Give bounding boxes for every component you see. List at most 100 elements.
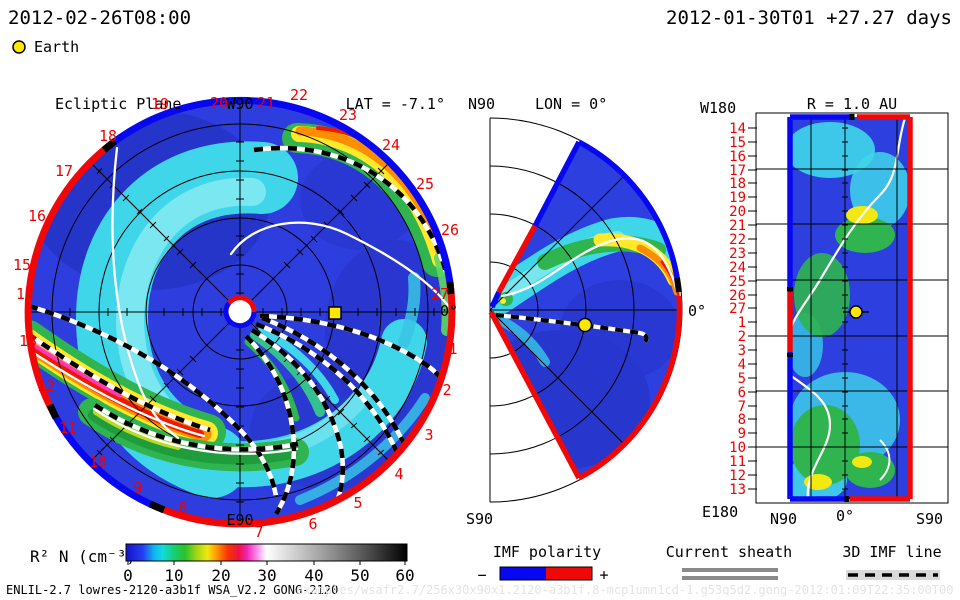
row-label-4: 4 — [738, 357, 746, 373]
meridional-current-sheet — [500, 237, 679, 298]
imf-negative-swatch — [500, 567, 546, 580]
ecliptic-zero-lon-label: 0° — [440, 302, 458, 320]
row-label-25: 25 — [729, 274, 746, 290]
ring-label-23: 23 — [339, 106, 357, 124]
colorbar-gradient — [125, 543, 408, 562]
ring-label-27: 27 — [431, 285, 449, 303]
colorbar-label: R² N (cm⁻³) — [30, 547, 136, 566]
sphere-zero-label: 0° — [836, 507, 854, 525]
row-label-3: 3 — [738, 343, 746, 359]
earth-marker-sphere — [849, 305, 863, 319]
cbar-tick-40: 40 — [304, 566, 323, 585]
run-info-label: ENLIL-2.7 lowres-2120-a3b1f WSA_V2.2 GON… — [6, 583, 338, 597]
footer: ENLIL-2.7 lowres-2120-a3b1f WSA_V2.2 GON… — [6, 583, 960, 597]
earth-marker-meridional — [577, 317, 593, 333]
row-label-24: 24 — [729, 260, 746, 276]
colorbar-ticks — [127, 561, 406, 565]
earth-marker-ecliptic — [328, 306, 342, 320]
row-label-11: 11 — [729, 454, 746, 470]
sun-marker — [223, 295, 257, 329]
row-label-1: 1 — [738, 315, 746, 331]
imf-minus-label: − — [477, 566, 486, 584]
ring-label-19: 19 — [151, 95, 169, 113]
cbar-tick-0: 0 — [123, 566, 133, 585]
start-time-label: 2012-01-30T01 +27.27 days — [666, 7, 952, 29]
ecliptic-panel: Ecliptic Plane W90 LAT = -7.1° E90 0° 27… — [13, 86, 459, 541]
ring-label-18: 18 — [99, 127, 117, 145]
meridional-grid — [489, 117, 683, 503]
row-label-20: 20 — [729, 204, 746, 220]
ring-label-14: 14 — [16, 285, 34, 303]
row-label-22: 22 — [729, 232, 746, 248]
ecliptic-title: Ecliptic Plane — [55, 95, 181, 113]
ring-label-12: 12 — [37, 377, 55, 395]
cbar-tick-10: 10 — [164, 566, 183, 585]
sphere-grid — [748, 112, 949, 504]
sphere-title: R = 1.0 AU — [807, 95, 897, 113]
ecliptic-e90-label: E90 — [226, 511, 253, 529]
earth-legend-icon — [12, 40, 26, 54]
sphere-row-labels: 14 15 16 17 18 19 20 21 22 23 24 25 26 2… — [729, 121, 746, 498]
legend-3d-imf-line: 3D IMF line — [842, 543, 942, 580]
ring-label-5: 5 — [353, 494, 362, 512]
meridional-n90-label: N90 — [468, 95, 495, 113]
row-label-13: 13 — [729, 482, 746, 498]
header: 2012-02-26T08:00 2012-01-30T01 +27.27 da… — [8, 7, 952, 56]
row-label-17: 17 — [729, 163, 746, 179]
ecliptic-w90-label: W90 — [226, 95, 253, 113]
ring-label-20: 20 — [210, 94, 228, 112]
row-label-10: 10 — [729, 440, 746, 456]
ring-label-25: 25 — [416, 175, 434, 193]
cbar-tick-50: 50 — [350, 566, 369, 585]
imf-swatch-border — [499, 566, 593, 581]
meridional-boundary-polarity — [488, 139, 683, 481]
ecliptic-ring-labels: 27 26 25 24 23 22 21 20 19 18 17 16 15 1… — [13, 86, 459, 541]
row-label-2: 2 — [738, 329, 746, 345]
row-label-14: 14 — [729, 121, 746, 137]
current-sheath-label: Current sheath — [666, 543, 792, 561]
current-sheet-lines — [31, 146, 449, 455]
row-label-27: 27 — [729, 301, 746, 317]
row-label-16: 16 — [729, 149, 746, 165]
ring-label-16: 16 — [28, 207, 46, 225]
current-sheath-swatch-top — [682, 568, 778, 572]
ring-label-21: 21 — [257, 94, 275, 112]
sphere-w180-label: W180 — [700, 99, 736, 117]
ring-label-8: 8 — [178, 499, 187, 517]
row-label-26: 26 — [729, 288, 746, 304]
ring-label-9: 9 — [133, 479, 142, 497]
row-label-15: 15 — [729, 135, 746, 151]
imf-positive-swatch — [546, 567, 592, 580]
row-label-12: 12 — [729, 468, 746, 484]
row-label-9: 9 — [738, 426, 746, 442]
ecliptic-lat-label: LAT = -7.1° — [346, 95, 445, 113]
cbar-tick-30: 30 — [257, 566, 276, 585]
colorbar: R² N (cm⁻³) 0 10 20 30 40 50 60 — [30, 543, 415, 585]
row-label-18: 18 — [729, 176, 746, 192]
sim-time-label: 2012-02-26T08:00 — [8, 7, 191, 29]
meridional-zero-lat-label: 0° — [688, 302, 706, 320]
cbar-tick-60: 60 — [395, 566, 414, 585]
imf-3d-label: 3D IMF line — [842, 543, 941, 561]
imf-3d-swatch-bg — [846, 570, 940, 580]
ring-label-11: 11 — [59, 419, 77, 437]
earth-legend-label: Earth — [34, 38, 79, 56]
imf-polarity-label: IMF polarity — [493, 543, 601, 561]
current-sheath-swatch-bottom — [682, 576, 778, 580]
legend-imf-polarity: IMF polarity − + — [477, 543, 608, 584]
ring-label-7: 7 — [254, 523, 263, 541]
sphere-panel: R = 1.0 AU W180 E180 N90 0° S90 14 15 16… — [700, 95, 949, 528]
meridional-panel: N90 LON = 0° 0° S90 — [466, 95, 706, 528]
ring-label-2: 2 — [442, 381, 451, 399]
row-label-19: 19 — [729, 190, 746, 206]
sphere-n90-label: N90 — [770, 510, 797, 528]
sphere-e180-label: E180 — [702, 503, 738, 521]
row-label-5: 5 — [738, 371, 746, 387]
sphere-s90-label: S90 — [916, 510, 943, 528]
ring-label-4: 4 — [394, 465, 403, 483]
row-label-6: 6 — [738, 385, 746, 401]
meridional-title: LON = 0° — [535, 95, 607, 113]
cbar-tick-20: 20 — [211, 566, 230, 585]
